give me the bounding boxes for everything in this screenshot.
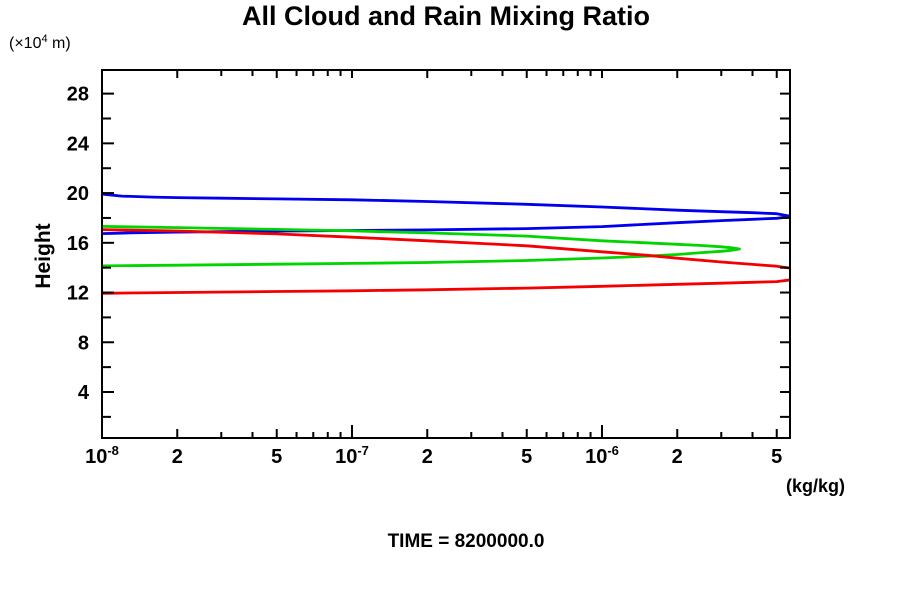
plot-area [102, 192, 790, 295]
y-axis-title: Height [32, 223, 55, 289]
chart-title: All Cloud and Rain Mixing Ratio [242, 1, 650, 31]
x-axis-tick-label: 5 [271, 446, 282, 468]
y-axis-tick-label: 24 [67, 133, 90, 155]
x-axis-tick-label: 5 [521, 446, 532, 468]
time-label: TIME = 8200000.0 [387, 531, 545, 552]
y-axis-tick-label: 12 [67, 283, 89, 305]
x-axis-tick-label: 5 [771, 446, 782, 468]
y-axis-tick-label: 20 [67, 183, 89, 205]
x-axis-tick-label: 2 [422, 446, 433, 468]
y-axis-tick-label: 8 [78, 332, 89, 354]
y-axis-tick-label: 16 [67, 233, 89, 255]
y-axis-units-label: (×104 m) [9, 33, 71, 53]
y-units-exponent: 4 [41, 33, 48, 45]
x-axis-tick-label: 2 [172, 446, 183, 468]
y-units-suffix: m) [47, 35, 71, 52]
x-axis-tick-label: 10-6 [585, 443, 619, 468]
plot-box [101, 69, 791, 439]
x-axis-units-label: (kg/kg) [786, 476, 846, 496]
y-axis-tick-label: 4 [78, 382, 90, 404]
series-line-red-profile [102, 228, 790, 295]
x-axis-tick-label: 10-7 [335, 443, 369, 468]
series-line-green-profile [102, 225, 741, 268]
x-axis-tick-label: 10-8 [85, 443, 119, 468]
y-axis-tick-label: 28 [67, 84, 89, 106]
y-units-prefix: (×10 [9, 35, 42, 52]
x-axis-tick-label: 2 [672, 446, 683, 468]
